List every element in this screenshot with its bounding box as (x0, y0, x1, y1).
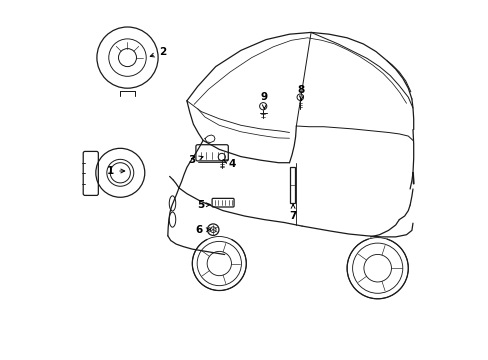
Text: 6: 6 (196, 225, 210, 235)
Text: 3: 3 (188, 155, 203, 165)
Text: 7: 7 (289, 204, 296, 221)
Text: 2: 2 (150, 47, 166, 57)
Text: 1: 1 (107, 166, 124, 176)
Bar (289, 167, 295, 203)
Text: 8: 8 (297, 85, 305, 100)
Text: 5: 5 (197, 200, 210, 210)
Text: 4: 4 (223, 159, 235, 169)
Text: 9: 9 (260, 92, 267, 109)
